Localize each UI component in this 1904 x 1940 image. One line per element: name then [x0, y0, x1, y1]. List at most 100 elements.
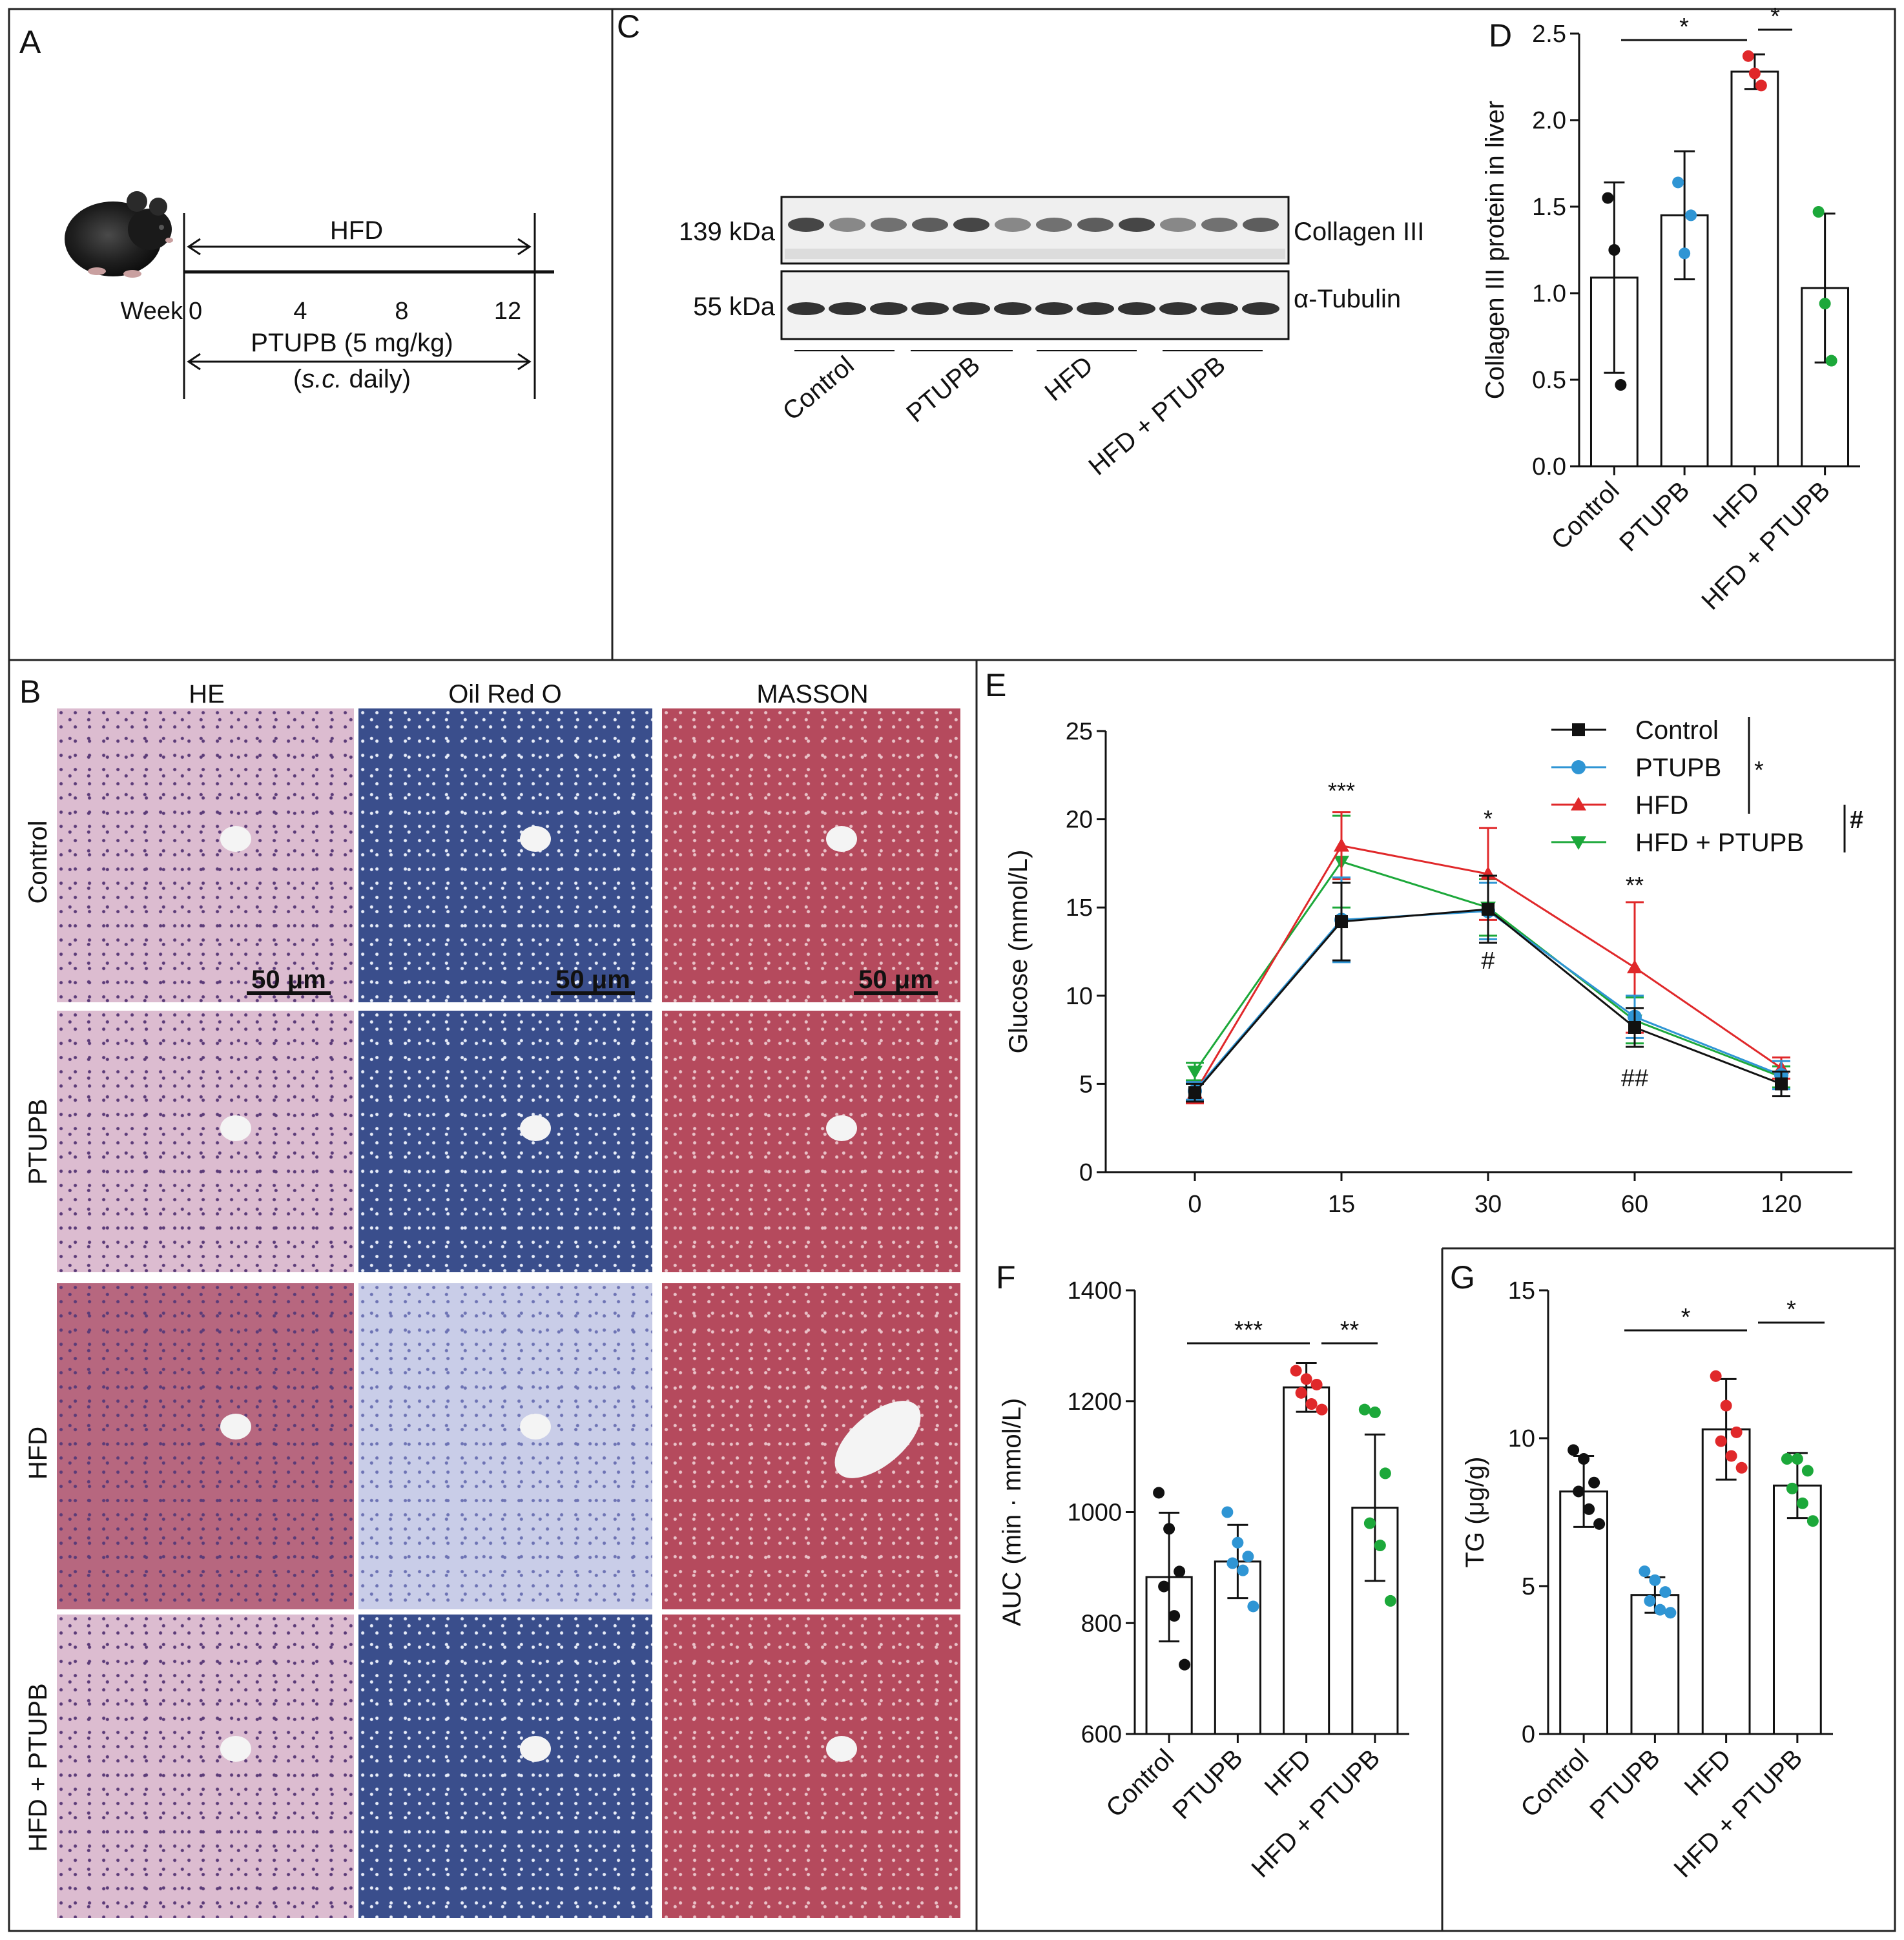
- collagen-band: [995, 218, 1031, 232]
- histology-tile-3-2: [662, 1615, 960, 1918]
- data-point: [1163, 1523, 1175, 1535]
- vessel-lumen: [220, 1736, 251, 1762]
- data-point: [1568, 1444, 1580, 1456]
- collagen-band: [788, 218, 824, 232]
- lane-group-hfd: HFD: [1040, 351, 1099, 407]
- y-tick-label: 800: [1081, 1610, 1122, 1637]
- y-tick-label: 1.5: [1532, 194, 1566, 221]
- week-tick-4: 4: [293, 298, 307, 325]
- panel-d-letter: D: [1489, 17, 1512, 54]
- collagen-band: [1201, 218, 1237, 232]
- data-point: [1295, 1387, 1307, 1399]
- western-blot: [780, 196, 1290, 340]
- data-point: [1482, 902, 1495, 916]
- data-point: [1226, 1557, 1239, 1569]
- histology-tile-2-0: [57, 1283, 354, 1609]
- tubulin-band: [1201, 302, 1238, 315]
- data-point: [1334, 838, 1349, 852]
- significance-mark: **: [1340, 1317, 1360, 1344]
- x-tick-label: Control: [1515, 1744, 1594, 1822]
- y-tick-label: 600: [1081, 1721, 1122, 1748]
- data-point: [1649, 1574, 1661, 1586]
- data-point: [1247, 1600, 1259, 1613]
- collagen-band: [1243, 218, 1279, 232]
- data-point: [1608, 244, 1620, 256]
- x-tick-label: 120: [1761, 1191, 1801, 1218]
- x-tick-label: Control: [1546, 476, 1624, 555]
- y-tick-label: 0.5: [1532, 367, 1566, 394]
- data-point: [1672, 176, 1684, 189]
- legend-marker: [1571, 836, 1586, 850]
- panel-a: A HFD Week 0 4 8 12 PTUPB (5 mg/kg) (s.c…: [19, 24, 554, 399]
- x-tick-label: HFD + PTUPB: [1668, 1744, 1808, 1883]
- data-point: [1775, 1077, 1788, 1091]
- x-tick-label: PTUPB: [1167, 1744, 1248, 1824]
- tubulin-band: [1035, 302, 1073, 315]
- collagen-band: [1119, 218, 1155, 232]
- annotation-60min-hash: ##: [1621, 1065, 1648, 1092]
- y-tick-label: 5: [1522, 1573, 1535, 1600]
- annotation-30min-hash: #: [1481, 947, 1495, 975]
- vessel-lumen: [826, 1736, 858, 1762]
- data-point: [1679, 247, 1691, 260]
- x-tick-label: PTUPB: [1614, 476, 1695, 557]
- x-tick-label: 15: [1328, 1191, 1355, 1218]
- x-tick-label: 0: [1188, 1191, 1201, 1218]
- significance-mark: ***: [1234, 1317, 1263, 1344]
- x-tick-label: 30: [1475, 1191, 1502, 1218]
- y-tick-label: 0: [1522, 1721, 1535, 1748]
- data-point: [1583, 1503, 1595, 1515]
- tubulin-band: [1242, 302, 1279, 315]
- data-point: [1158, 1580, 1170, 1593]
- data-point: [1715, 1435, 1727, 1447]
- data-point: [1593, 1518, 1606, 1530]
- data-point: [1742, 50, 1754, 62]
- band-kda-2: 55 kDa: [693, 293, 775, 321]
- histology-tile-0-2: [662, 708, 960, 1002]
- data-point: [1685, 209, 1697, 222]
- legend-sig-hash: #: [1850, 807, 1863, 834]
- blot-bands: [785, 218, 1285, 315]
- vessel-lumen: [220, 1115, 251, 1141]
- vessel-lumen: [520, 1115, 552, 1141]
- data-point: [1578, 1453, 1590, 1465]
- vessel-lumen: [520, 1414, 552, 1440]
- y-tick-label: 5: [1079, 1071, 1093, 1098]
- data-point: [1796, 1497, 1808, 1509]
- vessel-lumen: [826, 1115, 858, 1141]
- lane-group-control: Control: [778, 351, 860, 426]
- legend-marker: [1571, 760, 1586, 774]
- data-point: [1187, 1066, 1203, 1080]
- histology-tile-1-2: [662, 1011, 960, 1272]
- data-point: [1627, 960, 1642, 974]
- y-tick-label: 15: [1066, 894, 1093, 922]
- data-point: [1300, 1373, 1312, 1385]
- y-tick-label: 1.0: [1532, 280, 1566, 307]
- legend-marker: [1572, 723, 1585, 736]
- panel-f-letter: F: [996, 1259, 1016, 1295]
- data-point: [1305, 1398, 1318, 1410]
- histology-tile-0-1: [358, 708, 652, 1002]
- y-axis-label: Glucose (mmol/L): [1004, 850, 1033, 1054]
- collagen-band: [1160, 218, 1196, 232]
- data-point: [1710, 1370, 1722, 1382]
- row-hfd-ptupb: HFD + PTUPB: [24, 1683, 52, 1852]
- panel-f: F 600 800 1000 1200 1400 AUC (min · mmol/L) Co…: [996, 1259, 1409, 1883]
- histology-tile-2-2: [662, 1283, 960, 1609]
- scale-bars: 50 μm 50 μm 50 μm: [247, 965, 938, 995]
- treatment-label: PTUPB (5 mg/kg): [251, 329, 453, 357]
- data-point: [1806, 1515, 1819, 1527]
- data-point: [1615, 379, 1627, 391]
- collagen-band: [953, 218, 989, 232]
- data-point: [1786, 1482, 1798, 1494]
- data-point: [1310, 1378, 1323, 1390]
- panel-e-letter: E: [985, 667, 1006, 703]
- x-tick-label: HFD + PTUPB: [1696, 476, 1836, 615]
- histology-tile-0-0: [57, 708, 354, 1002]
- histology-tile-3-1: [358, 1615, 652, 1918]
- data-point: [1237, 1564, 1249, 1576]
- data-point: [1188, 1086, 1201, 1100]
- vessel-lumen: [220, 1414, 251, 1440]
- y-tick-label: 10: [1508, 1425, 1535, 1452]
